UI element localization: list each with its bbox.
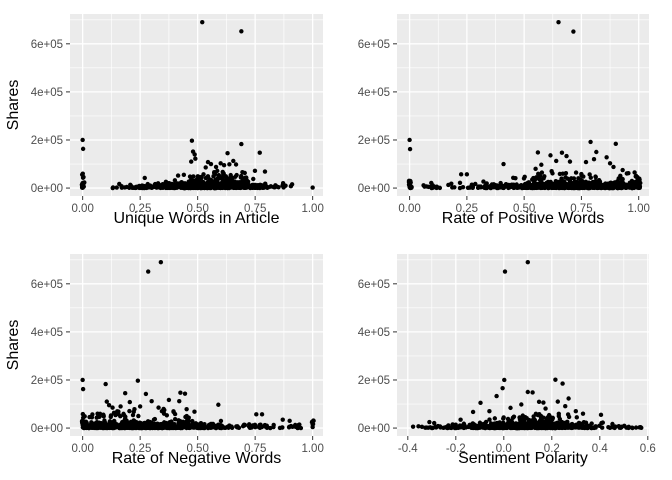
- y-tick-label: 0e+00: [358, 183, 390, 195]
- x-tick-label: 0.50: [513, 203, 535, 215]
- panel-positive-words: 0.00 0.25 0.50 0.75 1.00 0e+00 2e+05 4e+05 6e+05…: [336, 0, 672, 240]
- x-tick-label: 1.00: [301, 203, 323, 215]
- y-tick-label: 0e+00: [31, 183, 63, 195]
- x-tick-label: 0.25: [456, 203, 478, 215]
- x-tick-label: 0.75: [244, 203, 266, 215]
- scatter-positive-words-plot: 0.00 0.25 0.50 0.75 1.00 0e+00 2e+05 4e+05 6e+05: [358, 14, 650, 215]
- x-tick-label: 0.25: [129, 203, 151, 215]
- y-tick-label: 6e+05: [358, 279, 390, 291]
- y-tick-label: 2e+05: [358, 135, 390, 147]
- y-tick-label: 6e+05: [358, 39, 390, 51]
- scatter-sentiment-polarity-plot: -0.4 -0.2 0.0 0.2 0.4 0.6 0e+00 2e+05 4e+05 6e+05: [358, 254, 656, 455]
- y-tick-label: 4e+05: [31, 327, 63, 339]
- scatter-unique-words-plot: 0.00 0.25 0.50 0.75 1.00 0e+00 2e+05 4e+05 6e+05: [31, 14, 324, 215]
- x-tick-label: 0.75: [570, 203, 592, 215]
- y-tick-label: 0e+00: [31, 423, 63, 435]
- x-axis-title: Unique Words in Article: [113, 210, 280, 227]
- y-axis-title: Shares: [5, 319, 22, 371]
- x-tick-label: 0.4: [592, 443, 609, 455]
- x-tick-label: 0.2: [544, 443, 560, 455]
- y-tick-label: 0e+00: [358, 423, 390, 435]
- y-axis-title: Shares: [5, 79, 22, 131]
- x-axis-title: Rate of Positive Words: [441, 210, 605, 227]
- y-tick-label: 4e+05: [358, 327, 390, 339]
- y-tick-label: 2e+05: [31, 135, 63, 147]
- y-tick-label: 6e+05: [31, 39, 63, 51]
- x-tick-label: 1.00: [627, 203, 649, 215]
- y-tick-label: 4e+05: [31, 87, 63, 99]
- x-tick-label: 0.0: [496, 443, 512, 455]
- y-tick-label: 6e+05: [31, 279, 63, 291]
- x-axis-title: Rate of Negative Words: [111, 450, 282, 467]
- x-tick-label: 0.00: [398, 203, 420, 215]
- x-tick-label: 0.00: [71, 203, 93, 215]
- x-tick-label: 0.50: [186, 443, 208, 455]
- y-tick-label: 2e+05: [358, 375, 390, 387]
- x-tick-label: 1.00: [301, 443, 323, 455]
- x-axis-title: Sentiment Polarity: [458, 450, 588, 467]
- x-tick-label: 0.50: [186, 203, 208, 215]
- x-tick-label: 0.75: [244, 443, 266, 455]
- x-tick-label: -0.4: [398, 443, 418, 455]
- y-tick-label: 2e+05: [31, 375, 63, 387]
- x-tick-label: 0.00: [71, 443, 93, 455]
- panel-unique-words: 0.00 0.25 0.50 0.75 1.00 0e+00 2e+05 4e+05 6e+05…: [0, 0, 336, 240]
- scatter-negative-words-plot: 0.00 0.25 0.50 0.75 1.00 0e+00 2e+05 4e+05 6e+05: [31, 254, 324, 455]
- y-tick-label: 4e+05: [358, 87, 390, 99]
- x-tick-label: 0.6: [640, 443, 656, 455]
- x-tick-label: 0.25: [129, 443, 151, 455]
- panel-negative-words: 0.00 0.25 0.50 0.75 1.00 0e+00 2e+05 4e+05 6e+05…: [0, 240, 336, 480]
- panel-sentiment-polarity: -0.4 -0.2 0.0 0.2 0.4 0.6 0e+00 2e+05 4e+05 6e+05…: [336, 240, 672, 480]
- x-tick-label: -0.2: [446, 443, 466, 455]
